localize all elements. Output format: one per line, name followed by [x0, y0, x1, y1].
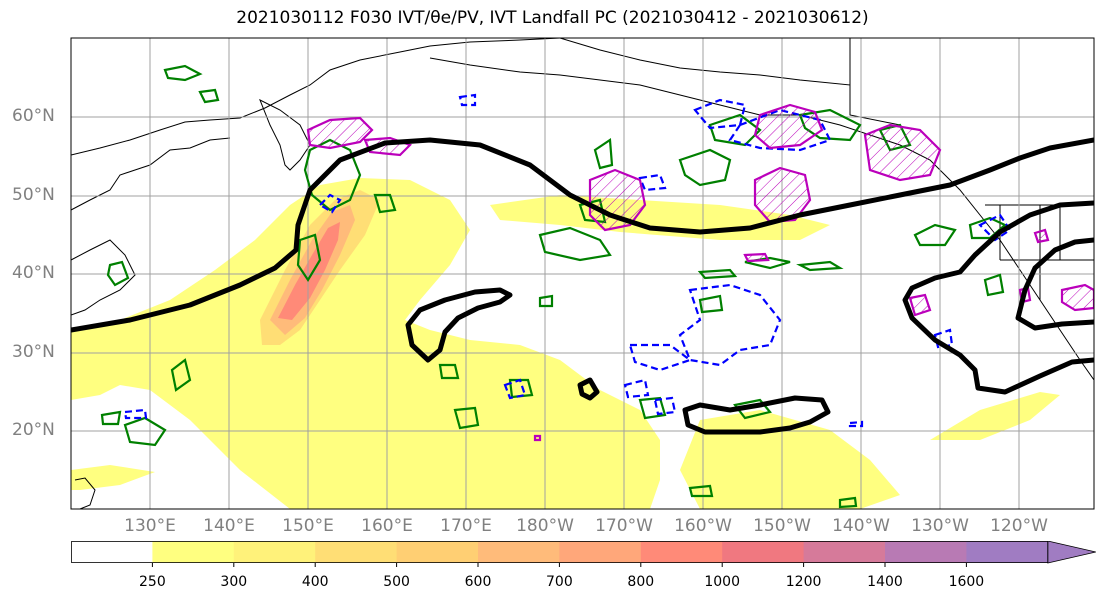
lon-label-120w: 120°W	[990, 516, 1048, 536]
canada-border	[849, 38, 901, 126]
theta-e-contours	[71, 137, 1094, 435]
lon-label-150w: 150°W	[753, 516, 811, 536]
colorbar-segment	[233, 541, 316, 563]
lat-label-40n: 40°N	[12, 263, 55, 283]
lon-label-150e: 150°E	[282, 516, 334, 536]
ivt-band-700	[278, 222, 340, 320]
colorbar-segment	[640, 541, 723, 563]
lon-label-170e: 170°E	[440, 516, 492, 536]
colorbar-segment	[396, 541, 479, 563]
colorbar-tick-label: 250	[139, 574, 166, 590]
colorbar-tick-label: 1200	[785, 574, 822, 590]
gridlines	[71, 38, 1094, 509]
colorbar-tick-label: 600	[464, 574, 492, 590]
colorbar-outline	[71, 541, 1049, 563]
colorbar-tick-label: 400	[301, 574, 329, 590]
colorbar-segment	[966, 541, 1049, 563]
colorbar-tick-label: 1600	[948, 574, 985, 590]
ivt-band-250-south	[680, 410, 900, 509]
philippines	[74, 477, 96, 509]
colorbar-tick-label: 500	[383, 574, 410, 590]
colorbar-segment	[559, 541, 642, 563]
colorbar-segment	[152, 541, 235, 563]
colorbar-segment	[478, 541, 560, 563]
lat-label-20n: 20°N	[12, 420, 55, 440]
lon-label-140e: 140°E	[203, 516, 255, 536]
map-frame	[70, 37, 1095, 510]
okhotsk-coast	[71, 137, 231, 211]
lon-label-160w: 160°W	[674, 516, 732, 536]
colorbar-segment	[315, 541, 398, 563]
lat-label-30n: 30°N	[12, 342, 55, 362]
colorbar	[71, 541, 1096, 567]
ivt-band-250	[71, 178, 660, 509]
colorbar-extend-arrow	[1047, 541, 1096, 564]
colorbar-tick-label: 1000	[704, 574, 741, 590]
lon-label-180w: 180°W	[516, 516, 574, 536]
lat-label-60n: 60°N	[12, 106, 55, 126]
colorbar-tick-label: 300	[220, 574, 248, 590]
lon-label-160e: 160°E	[361, 516, 413, 536]
colorbar-tick-label: 1400	[867, 574, 903, 590]
alaska-inland	[559, 38, 851, 86]
colorbar-segment	[722, 541, 805, 563]
colorbar-segment	[71, 541, 153, 563]
lon-label-140w: 140°W	[832, 516, 890, 536]
lon-label-170w: 170°W	[595, 516, 653, 536]
lon-label-130w: 130°W	[911, 516, 969, 536]
colorbar-tick-label: 800	[627, 574, 655, 590]
japan-coast	[71, 239, 136, 316]
colorbar-segment	[885, 541, 967, 563]
colorbar-tick-label: 700	[546, 574, 573, 590]
ivt-shading	[71, 178, 1060, 509]
lat-label-50n: 50°N	[12, 185, 55, 205]
lon-label-130e: 130°E	[124, 516, 176, 536]
ivt-band-250-pacific	[930, 392, 1060, 440]
chart-title: 2021030112 F030 IVT/θe/PV, IVT Landfall …	[236, 8, 869, 28]
colorbar-segment	[803, 541, 886, 563]
ivt-band-250-west	[71, 465, 155, 490]
